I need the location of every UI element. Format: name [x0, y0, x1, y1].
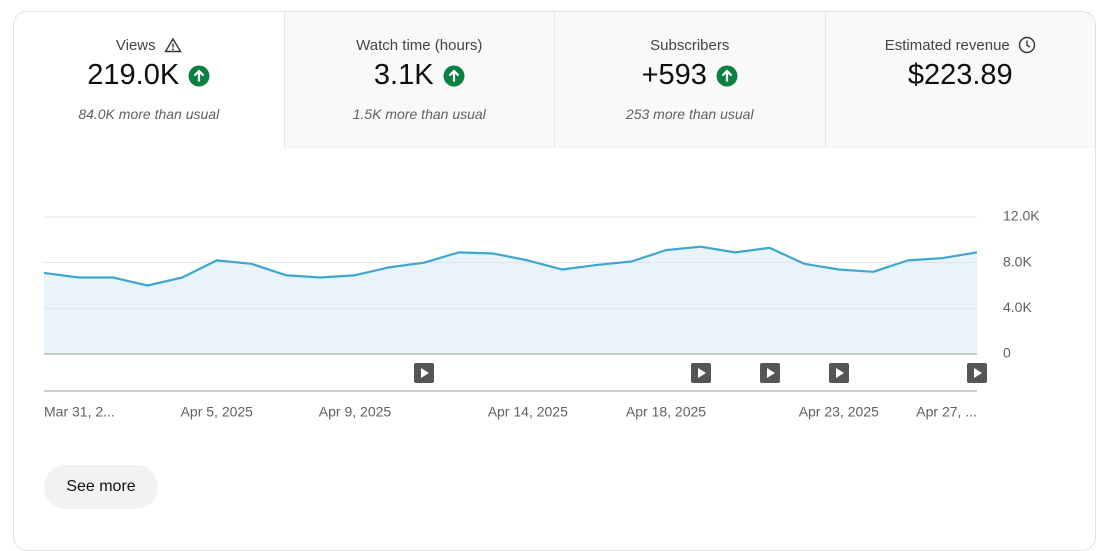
metric-label-row: Views — [116, 36, 182, 54]
line — [43, 245, 978, 287]
warning-icon — [163, 37, 182, 53]
x-tick-label: Apr 5, 2025 — [181, 404, 254, 420]
x-tick-label: Apr 27, ... — [916, 404, 977, 420]
page: Views 219.0K 84.0K more than usual Watch… — [13, 11, 1096, 551]
metric-value: 3.1K — [373, 59, 434, 91]
chart: 0 4.0K 8.0K 12.0K Mar 31, 2... Apr 5, 2025 Apr… — [43, 208, 1040, 420]
metric-tab[interactable]: Views 219.0K 84.0K more than usual — [14, 12, 284, 148]
plot: 0 4.0K 8.0K 12.0K Mar 31, 2... Apr 5, 2025 Apr… — [43, 208, 1040, 420]
analytics-card: Views 219.0K 84.0K more than usual Watch… — [13, 11, 1096, 551]
metric-label-row: Estimated revenue — [885, 36, 1036, 54]
up-icon — [443, 65, 465, 86]
metric-tab[interactable]: Estimated revenue $223.89 — [824, 12, 1095, 148]
metric-value: $223.89 — [907, 59, 1013, 91]
x-tick-label: Apr 23, 2025 — [799, 404, 879, 420]
see-more-button[interactable]: See more — [44, 465, 158, 509]
clock-icon — [1018, 36, 1035, 54]
x-tick-label: Apr 14, 2025 — [488, 404, 568, 420]
metric-comparison: 253 more than usual — [625, 105, 754, 122]
y-tick-label: 12.0K — [1003, 208, 1040, 224]
metric-comparison: 1.5K more than usual — [352, 105, 486, 122]
metric-label: Subscribers — [650, 36, 730, 54]
metric-label: Watch time (hours) — [356, 36, 483, 54]
x-tick-label: Apr 18, 2025 — [626, 404, 706, 420]
x-tick-label: Mar 31, 2... — [44, 404, 115, 420]
up-icon — [716, 65, 738, 86]
metric-tabs: Views 219.0K 84.0K more than usual Watch… — [14, 12, 1095, 148]
metric-tab[interactable]: Watch time (hours) 3.1K 1.5K more than u… — [283, 12, 554, 148]
metric-label: Estimated revenue — [884, 36, 1010, 54]
metric-value: 219.0K — [87, 59, 180, 91]
metric-tab[interactable]: Subscribers +593 253 more than usual — [554, 12, 825, 148]
y-tick-label: 4.0K — [1003, 299, 1032, 315]
metric-comparison: 84.0K more than usual — [78, 105, 220, 122]
metric-value-row: 3.1K — [374, 58, 465, 94]
y-tick-label: 8.0K — [1003, 253, 1032, 269]
y-tick-label: 0 — [1003, 345, 1011, 361]
up-icon — [188, 65, 210, 86]
metric-value: +593 — [641, 59, 707, 91]
x-tick-label: Apr 9, 2025 — [319, 404, 392, 420]
metric-label: Views — [115, 36, 156, 54]
video-markers — [414, 363, 987, 383]
metric-value-row: +593 — [642, 58, 738, 94]
metric-value-row: 219.0K — [87, 58, 210, 94]
